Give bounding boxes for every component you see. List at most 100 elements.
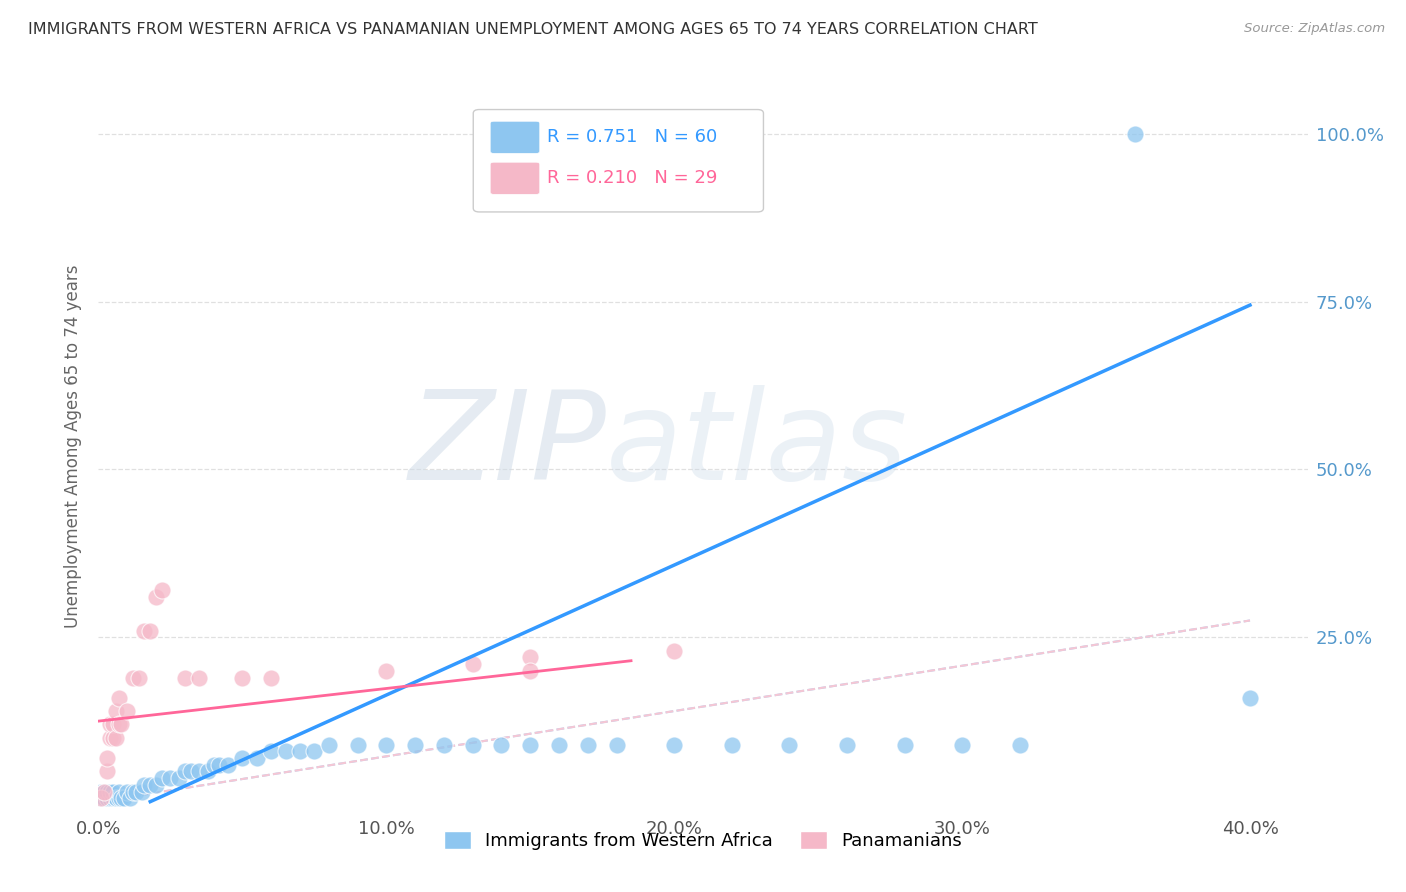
FancyBboxPatch shape bbox=[491, 121, 540, 153]
Point bbox=[1123, 127, 1146, 141]
Point bbox=[576, 738, 599, 752]
Point bbox=[197, 764, 219, 779]
Point bbox=[231, 671, 253, 685]
FancyBboxPatch shape bbox=[491, 162, 540, 194]
Point bbox=[107, 717, 129, 731]
Point bbox=[101, 731, 124, 745]
Point bbox=[188, 764, 211, 779]
Point bbox=[93, 791, 115, 805]
Point bbox=[491, 738, 513, 752]
Y-axis label: Unemployment Among Ages 65 to 74 years: Unemployment Among Ages 65 to 74 years bbox=[63, 264, 82, 628]
Point bbox=[90, 791, 112, 805]
Point bbox=[145, 778, 167, 792]
Point bbox=[167, 771, 190, 785]
Point bbox=[548, 738, 571, 752]
Point bbox=[778, 738, 800, 752]
Point bbox=[128, 671, 150, 685]
Point bbox=[104, 791, 127, 805]
Point bbox=[246, 751, 269, 765]
Point bbox=[125, 784, 148, 798]
Point bbox=[835, 738, 858, 752]
Point bbox=[96, 764, 118, 779]
Point bbox=[217, 757, 239, 772]
Point bbox=[173, 671, 195, 685]
Point bbox=[188, 671, 211, 685]
Point bbox=[98, 717, 121, 731]
Point bbox=[98, 791, 121, 805]
Point bbox=[104, 731, 127, 745]
Point bbox=[1239, 690, 1261, 705]
Text: IMMIGRANTS FROM WESTERN AFRICA VS PANAMANIAN UNEMPLOYMENT AMONG AGES 65 TO 74 YE: IMMIGRANTS FROM WESTERN AFRICA VS PANAMA… bbox=[28, 22, 1038, 37]
Point bbox=[274, 744, 297, 758]
Point bbox=[96, 751, 118, 765]
Point bbox=[90, 791, 112, 805]
Text: atlas: atlas bbox=[606, 385, 908, 507]
Point bbox=[122, 784, 145, 798]
Point bbox=[461, 657, 484, 671]
Point bbox=[893, 738, 915, 752]
Point bbox=[950, 738, 973, 752]
Point bbox=[375, 738, 398, 752]
Point bbox=[96, 791, 118, 805]
Point bbox=[93, 784, 115, 798]
Point bbox=[180, 764, 202, 779]
Point bbox=[98, 731, 121, 745]
Text: ZIP: ZIP bbox=[408, 385, 606, 507]
Point bbox=[304, 744, 326, 758]
Point bbox=[404, 738, 426, 752]
Point bbox=[260, 671, 283, 685]
Point bbox=[664, 643, 686, 657]
Point bbox=[519, 738, 541, 752]
Point bbox=[150, 771, 173, 785]
Point bbox=[139, 624, 162, 638]
Point bbox=[131, 784, 153, 798]
Point bbox=[1008, 738, 1031, 752]
Point bbox=[112, 791, 135, 805]
Point bbox=[231, 751, 253, 765]
Point bbox=[318, 738, 340, 752]
Point bbox=[107, 791, 129, 805]
Point bbox=[110, 717, 132, 731]
Point bbox=[93, 784, 115, 798]
Point bbox=[115, 784, 138, 798]
Text: Source: ZipAtlas.com: Source: ZipAtlas.com bbox=[1244, 22, 1385, 36]
Point bbox=[375, 664, 398, 678]
Point bbox=[720, 738, 742, 752]
Point bbox=[664, 738, 686, 752]
Point bbox=[101, 717, 124, 731]
Point bbox=[134, 778, 156, 792]
FancyBboxPatch shape bbox=[474, 110, 763, 212]
Point bbox=[107, 690, 129, 705]
Point bbox=[150, 583, 173, 598]
Point bbox=[208, 757, 231, 772]
Point bbox=[101, 784, 124, 798]
Point bbox=[104, 791, 127, 805]
Point bbox=[90, 784, 112, 798]
Point bbox=[134, 624, 156, 638]
Point bbox=[433, 738, 456, 752]
Point bbox=[115, 704, 138, 718]
Point bbox=[101, 791, 124, 805]
Point bbox=[346, 738, 368, 752]
Point bbox=[461, 738, 484, 752]
Point bbox=[606, 738, 628, 752]
Point bbox=[159, 771, 181, 785]
Point bbox=[202, 757, 225, 772]
Point bbox=[120, 791, 142, 805]
Point bbox=[110, 791, 132, 805]
Point bbox=[260, 744, 283, 758]
Text: R = 0.751   N = 60: R = 0.751 N = 60 bbox=[547, 128, 717, 146]
Point bbox=[96, 784, 118, 798]
Point bbox=[107, 784, 129, 798]
Point bbox=[519, 650, 541, 665]
Point bbox=[173, 764, 195, 779]
Point bbox=[98, 784, 121, 798]
Point bbox=[288, 744, 311, 758]
Point bbox=[104, 704, 127, 718]
Point bbox=[519, 664, 541, 678]
Legend: Immigrants from Western Africa, Panamanians: Immigrants from Western Africa, Panamani… bbox=[436, 823, 970, 857]
Text: R = 0.210   N = 29: R = 0.210 N = 29 bbox=[547, 169, 717, 187]
Point bbox=[145, 590, 167, 604]
Point bbox=[122, 671, 145, 685]
Point bbox=[139, 778, 162, 792]
